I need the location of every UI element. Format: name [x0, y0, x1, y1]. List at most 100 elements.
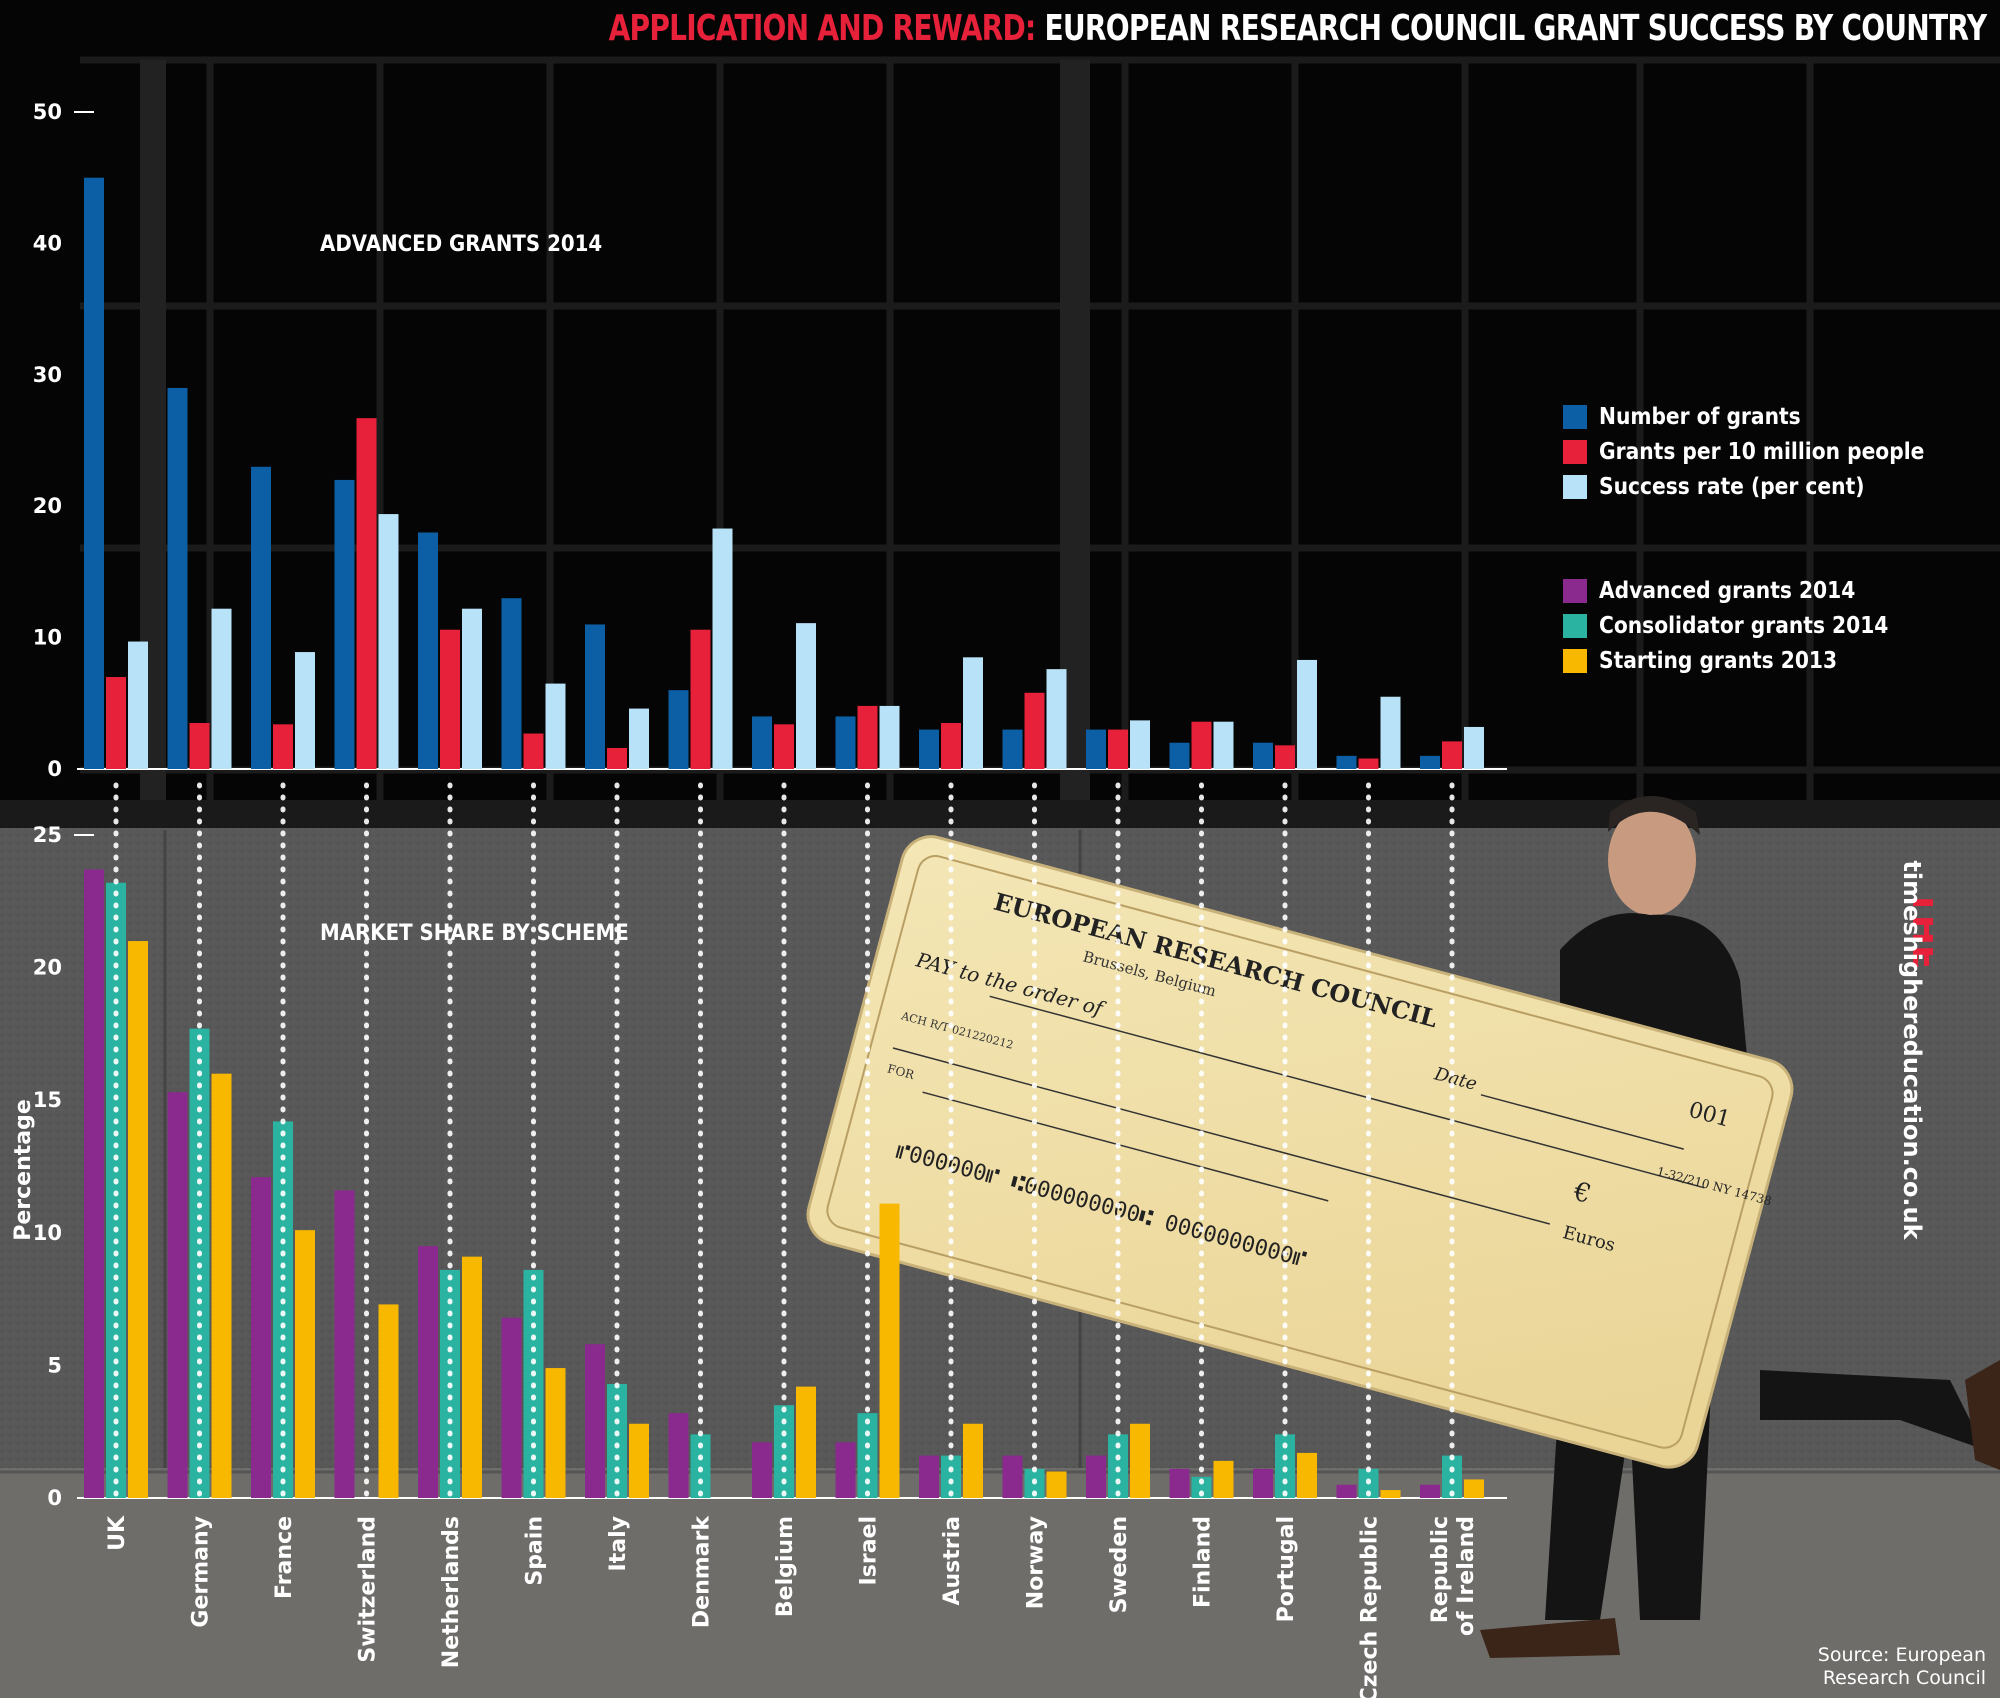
bar-grants-per-10-million-people	[1108, 729, 1128, 769]
bar-advanced-grants-2014	[418, 1246, 438, 1498]
y-tick-label: 0	[47, 1486, 62, 1510]
y-tick-label: 10	[33, 626, 62, 650]
x-category-label: Czech Republic	[1358, 1516, 1383, 1698]
bar-success-rate-per-cent-	[1380, 696, 1401, 769]
bar-grants-per-10-million-people	[607, 747, 627, 769]
x-category-label: Germany	[189, 1516, 214, 1628]
bar-number-of-grants	[167, 387, 188, 769]
window-grid	[80, 56, 2000, 830]
bar-starting-grants-2013	[796, 1386, 816, 1498]
legend-swatch	[1563, 474, 1587, 499]
legend-item-number-of-grants: Number of grants	[1563, 399, 1969, 434]
x-category-label: Netherlands	[439, 1516, 464, 1668]
y-tick-label: 15	[33, 1088, 62, 1112]
bar-success-rate-per-cent-	[295, 652, 315, 769]
bar-starting-grants-2013	[378, 1304, 399, 1498]
legend-item-success-rate: Success rate (per cent)	[1563, 469, 1969, 504]
bar-grants-per-10-million-people	[1191, 721, 1212, 769]
x-category-label: Republic	[1428, 1516, 1453, 1623]
bar-advanced-grants-2014	[251, 1177, 271, 1498]
bar-starting-grants-2013	[545, 1368, 566, 1498]
x-category-label: France	[272, 1516, 297, 1599]
bar-grants-per-10-million-people	[106, 677, 126, 769]
bar-advanced-grants-2014	[334, 1190, 355, 1498]
bar-grants-per-10-million-people	[273, 724, 293, 769]
y-tick-label: 40	[33, 231, 62, 255]
bar-success-rate-per-cent-	[712, 528, 733, 769]
legend-bottom: Advanced grants 2014 Consolidator grants…	[1563, 573, 1928, 678]
bar-success-rate-per-cent-	[879, 705, 900, 769]
bar-number-of-grants	[1002, 729, 1023, 769]
bar-number-of-grants	[919, 729, 939, 769]
bar-number-of-grants	[1253, 742, 1273, 769]
bar-consolidator-grants-2014	[106, 882, 126, 1498]
bar-starting-grants-2013	[462, 1256, 482, 1498]
x-category-label: Spain	[523, 1516, 548, 1586]
page-title: APPLICATION AND REWARD: EUROPEAN RESEARC…	[608, 8, 1986, 49]
bottom-chart-title: MARKET SHARE BY SCHEME	[320, 921, 629, 946]
legend-item-advanced: Advanced grants 2014	[1563, 573, 1928, 608]
legend-swatch	[1563, 404, 1587, 429]
bar-success-rate-per-cent-	[1464, 726, 1484, 769]
bar-consolidator-grants-2014	[690, 1434, 711, 1498]
bar-number-of-grants	[84, 177, 104, 769]
bar-grants-per-10-million-people	[774, 724, 794, 769]
x-category-label: Portugal	[1274, 1516, 1299, 1622]
bar-success-rate-per-cent-	[1046, 669, 1067, 769]
legend-label: Advanced grants 2014	[1599, 577, 1856, 604]
y-tick-label: 20	[33, 494, 62, 518]
bar-advanced-grants-2014	[668, 1413, 689, 1498]
bar-advanced-grants-2014	[167, 1092, 188, 1498]
y-tick-label: 5	[47, 1353, 62, 1377]
bar-starting-grants-2013	[629, 1423, 649, 1498]
bar-grants-per-10-million-people	[941, 723, 961, 769]
bar-starting-grants-2013	[1130, 1423, 1150, 1498]
bar-grants-per-10-million-people	[690, 629, 711, 769]
bar-consolidator-grants-2014	[774, 1405, 794, 1498]
bar-success-rate-per-cent-	[545, 683, 566, 769]
bar-success-rate-per-cent-	[963, 657, 983, 769]
bar-grants-per-10-million-people	[857, 705, 878, 769]
bar-consolidator-grants-2014	[1191, 1476, 1212, 1498]
bar-advanced-grants-2014	[501, 1317, 522, 1498]
bar-success-rate-per-cent-	[1213, 721, 1234, 769]
legend-swatch	[1563, 613, 1587, 638]
bar-advanced-grants-2014	[1420, 1484, 1440, 1498]
legend-label: Consolidator grants 2014	[1599, 612, 1889, 639]
y-tick-label: 0	[47, 757, 62, 781]
legend-label: Starting grants 2013	[1599, 647, 1838, 674]
bar-success-rate-per-cent-	[462, 608, 482, 769]
bar-starting-grants-2013	[128, 941, 148, 1498]
legend-label: Number of grants	[1599, 403, 1801, 430]
bar-grants-per-10-million-people	[1358, 758, 1379, 769]
bar-starting-grants-2013	[1046, 1471, 1067, 1498]
bar-starting-grants-2013	[879, 1203, 900, 1498]
legend-label: Success rate (per cent)	[1599, 473, 1865, 500]
bar-number-of-grants	[1169, 742, 1190, 769]
the-logo: THE	[1904, 890, 1933, 969]
y-tick-label: 50	[33, 100, 62, 124]
bar-starting-grants-2013	[1464, 1479, 1484, 1498]
bar-number-of-grants	[418, 532, 438, 769]
x-category-label: Denmark	[690, 1515, 715, 1628]
bar-advanced-grants-2014	[1002, 1455, 1023, 1498]
bar-grants-per-10-million-people	[356, 418, 377, 769]
x-category-label: UK	[105, 1515, 130, 1551]
bar-starting-grants-2013	[211, 1073, 232, 1498]
bar-advanced-grants-2014	[1336, 1484, 1357, 1498]
legend-top: Number of grants Grants per 10 million p…	[1563, 399, 1969, 504]
bar-advanced-grants-2014	[1253, 1468, 1273, 1498]
bar-consolidator-grants-2014	[273, 1121, 293, 1498]
top-chart-title: ADVANCED GRANTS 2014	[320, 232, 603, 257]
legend-swatch	[1563, 578, 1587, 603]
legend-label: Grants per 10 million people	[1599, 438, 1925, 465]
bar-starting-grants-2013	[1213, 1460, 1234, 1498]
bar-starting-grants-2013	[295, 1230, 315, 1498]
bar-grants-per-10-million-people	[523, 733, 544, 769]
bar-number-of-grants	[251, 466, 271, 769]
bar-grants-per-10-million-people	[1024, 692, 1045, 769]
x-category-label: Switzerland	[356, 1516, 381, 1663]
